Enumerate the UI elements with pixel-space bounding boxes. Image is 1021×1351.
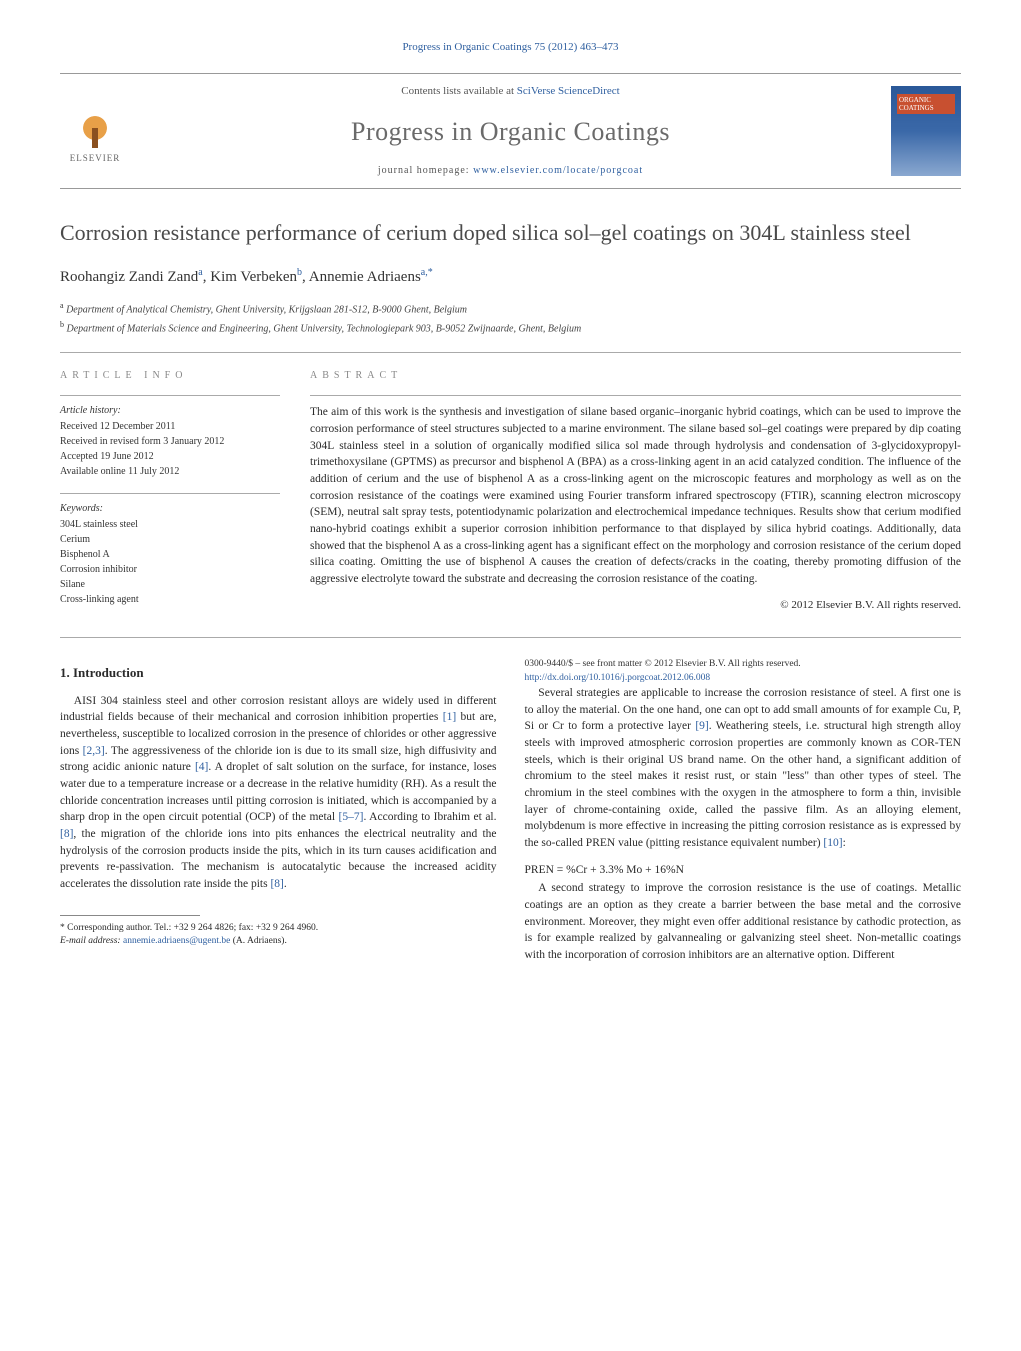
ref-5-7[interactable]: [5–7] — [339, 811, 364, 823]
author-1-mark: a — [198, 267, 202, 278]
homepage-link[interactable]: www.elsevier.com/locate/porgcoat — [473, 165, 643, 176]
ref-2-3[interactable]: [2,3] — [83, 745, 105, 757]
ref-8b[interactable]: [8] — [270, 878, 283, 890]
history-accepted: Accepted 19 June 2012 — [60, 450, 280, 464]
abstract-divider — [310, 395, 961, 396]
affil-b-mark: b — [60, 320, 64, 329]
author-3-name: Annemie Adriaens — [309, 269, 421, 285]
affil-a-text: Department of Analytical Chemistry, Ghen… — [66, 304, 467, 315]
author-2: Kim Verbekenb — [210, 269, 302, 285]
homepage-prefix: journal homepage: — [378, 165, 473, 176]
intro-paragraph-3: A second strategy to improve the corrosi… — [525, 880, 962, 963]
sciverse-link[interactable]: SciVerse ScienceDirect — [517, 85, 620, 97]
abstract-text: The aim of this work is the synthesis an… — [310, 404, 961, 587]
p1-a: AISI 304 stainless steel and other corro… — [60, 695, 497, 724]
pren-equation: PREN = %Cr + 3.3% Mo + 16%N — [525, 862, 962, 879]
keyword-3: Bisphenol A — [60, 548, 280, 562]
info-abstract-row: article info Article history: Received 1… — [60, 369, 961, 621]
email-suffix: (A. Adriaens). — [230, 936, 286, 946]
p2-b: . Weathering steels, i.e. structural hig… — [525, 720, 962, 849]
author-list: Roohangiz Zandi Zanda, Kim Verbekenb, An… — [60, 266, 961, 288]
corresponding-author-footnote: * Corresponding author. Tel.: +32 9 264 … — [60, 922, 497, 949]
journal-name: Progress in Organic Coatings — [130, 114, 891, 150]
keyword-2: Cerium — [60, 533, 280, 547]
intro-paragraph-2: Several strategies are applicable to inc… — [525, 685, 962, 852]
article-info-heading: article info — [60, 369, 280, 383]
ref-10[interactable]: [10] — [823, 837, 842, 849]
ref-4[interactable]: [4] — [195, 761, 208, 773]
email-line: E-mail address: annemie.adriaens@ugent.b… — [60, 935, 497, 948]
author-1-name: Roohangiz Zandi Zand — [60, 269, 198, 285]
cover-text-2: COATINGS — [899, 104, 934, 114]
author-2-mark: b — [297, 267, 302, 278]
affiliation-b: b Department of Materials Science and En… — [60, 319, 961, 336]
keyword-1: 304L stainless steel — [60, 518, 280, 532]
doi-prefix[interactable]: http://dx.doi.org/ — [525, 673, 589, 683]
p1-e: . According to Ibrahim et al. — [363, 811, 496, 823]
journal-header: ELSEVIER Contents lists available at Sci… — [60, 73, 961, 189]
header-center: Contents lists available at SciVerse Sci… — [130, 84, 891, 178]
elsevier-tree-icon — [70, 98, 120, 148]
contents-line: Contents lists available at SciVerse Sci… — [130, 84, 891, 99]
corr-author-line: * Corresponding author. Tel.: +32 9 264 … — [60, 922, 497, 935]
info-divider-1 — [60, 395, 280, 396]
history-label: Article history: — [60, 404, 280, 418]
elsevier-label: ELSEVIER — [70, 152, 121, 165]
p1-g: . — [284, 878, 287, 890]
affil-b-text: Department of Materials Science and Engi… — [67, 323, 582, 334]
issn-line: 0300-9440/$ – see front matter © 2012 El… — [525, 658, 962, 671]
footnote-separator — [60, 915, 200, 916]
contents-prefix: Contents lists available at — [401, 85, 516, 97]
info-divider-2 — [60, 493, 280, 494]
doi-value[interactable]: 10.1016/j.porgcoat.2012.06.008 — [589, 673, 710, 683]
body-two-column: 1. Introduction AISI 304 stainless steel… — [60, 658, 961, 963]
homepage-line: journal homepage: www.elsevier.com/locat… — [130, 164, 891, 178]
keyword-6: Cross-linking agent — [60, 593, 280, 607]
history-online: Available online 11 July 2012 — [60, 465, 280, 479]
article-info-column: article info Article history: Received 1… — [60, 369, 280, 621]
affiliation-a: a Department of Analytical Chemistry, Gh… — [60, 300, 961, 317]
p2-c: : — [843, 837, 846, 849]
intro-paragraph-1: AISI 304 stainless steel and other corro… — [60, 693, 497, 893]
elsevier-logo: ELSEVIER — [60, 91, 130, 171]
author-3: Annemie Adriaensa,* — [309, 269, 433, 285]
journal-cover-thumbnail: ORGANIC COATINGS — [891, 86, 961, 176]
affil-a-mark: a — [60, 301, 64, 310]
email-link[interactable]: annemie.adriaens@ugent.be — [123, 936, 230, 946]
history-received: Received 12 December 2011 — [60, 420, 280, 434]
ref-1[interactable]: [1] — [443, 711, 456, 723]
abstract-heading: abstract — [310, 369, 961, 383]
author-3-mark: a,* — [421, 267, 433, 278]
email-label: E-mail address: — [60, 936, 123, 946]
divider-bottom — [60, 637, 961, 638]
keywords-block: Keywords: 304L stainless steel Cerium Bi… — [60, 502, 280, 607]
article-title: Corrosion resistance performance of ceri… — [60, 219, 961, 248]
divider-top — [60, 352, 961, 353]
keyword-5: Silane — [60, 578, 280, 592]
ref-8[interactable]: [8] — [60, 828, 73, 840]
ref-9[interactable]: [9] — [695, 720, 708, 732]
author-1: Roohangiz Zandi Zanda — [60, 269, 203, 285]
keywords-label: Keywords: — [60, 502, 280, 516]
history-revised: Received in revised form 3 January 2012 — [60, 435, 280, 449]
abstract-copyright: © 2012 Elsevier B.V. All rights reserved… — [310, 598, 961, 613]
doi-line: http://dx.doi.org/10.1016/j.porgcoat.201… — [525, 672, 962, 685]
abstract-column: abstract The aim of this work is the syn… — [310, 369, 961, 621]
article-history-block: Article history: Received 12 December 20… — [60, 404, 280, 479]
author-2-name: Kim Verbeken — [210, 269, 297, 285]
journal-reference: Progress in Organic Coatings 75 (2012) 4… — [60, 40, 961, 55]
keyword-4: Corrosion inhibitor — [60, 563, 280, 577]
section-1-heading: 1. Introduction — [60, 664, 497, 682]
